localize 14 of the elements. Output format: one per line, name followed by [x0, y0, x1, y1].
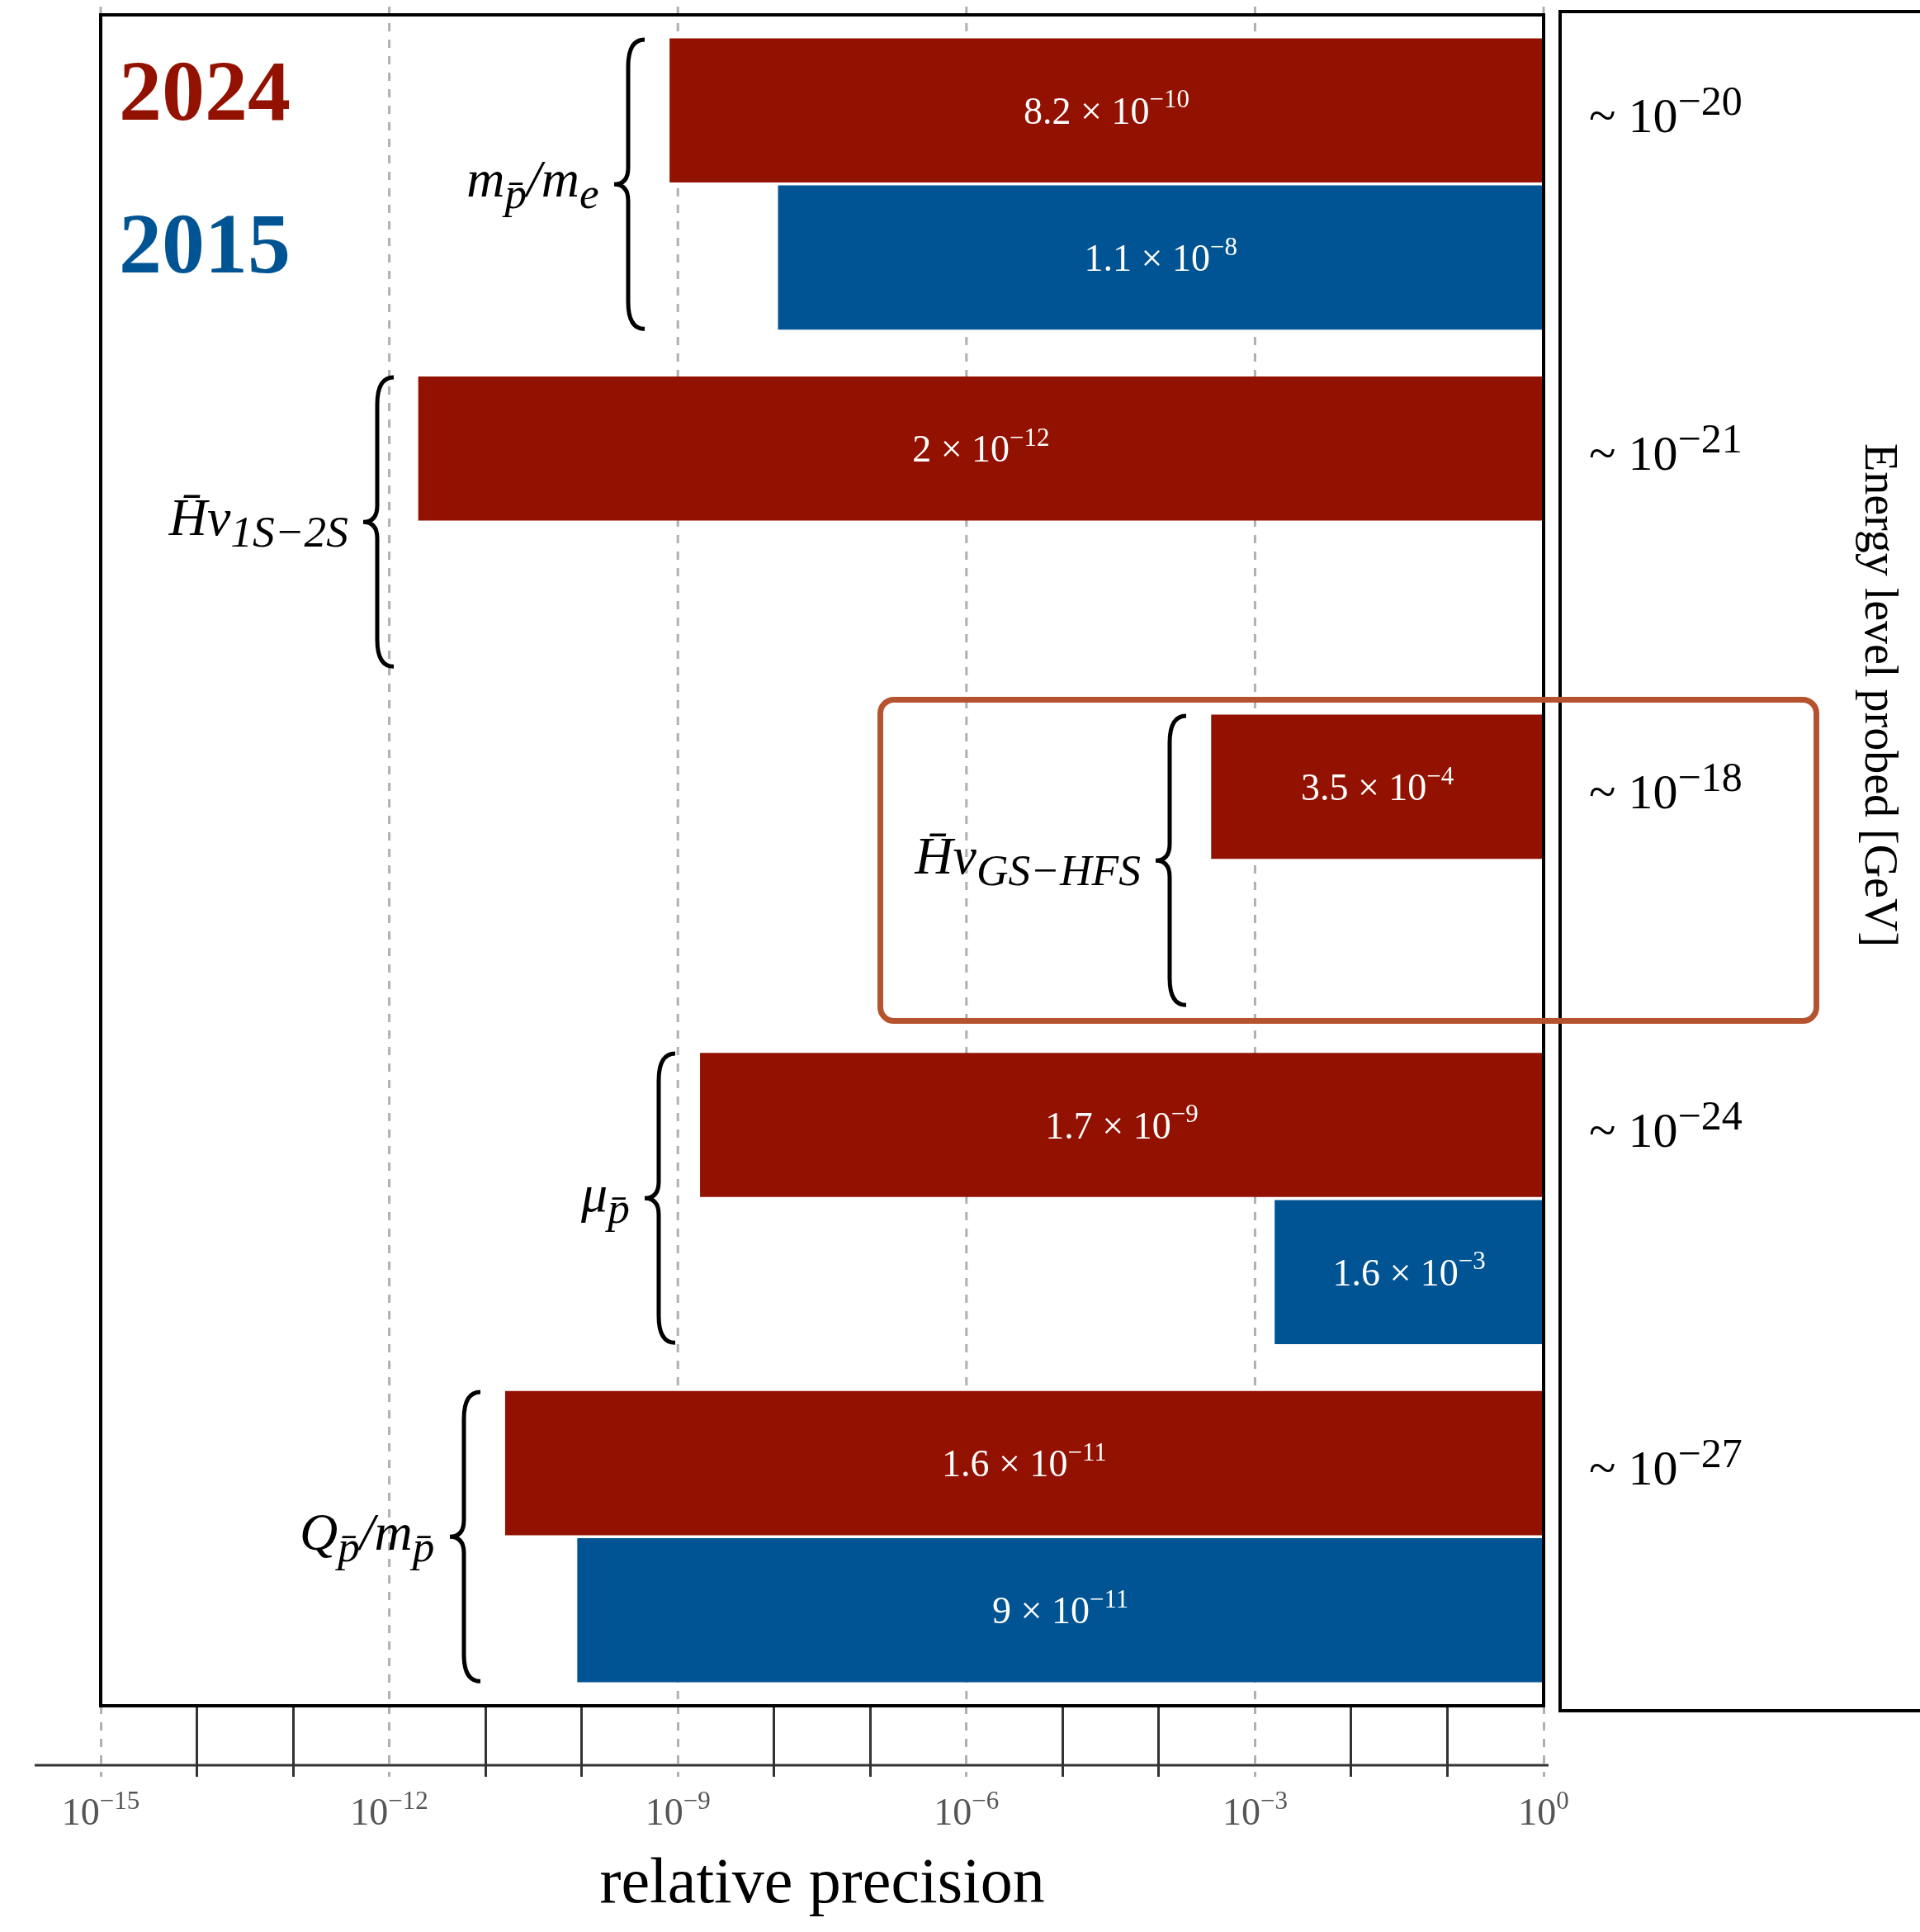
text: 2024	[119, 43, 291, 138]
y-tick-label: m$_{p̄}$/m$_{e}$	[466, 149, 599, 220]
y-tick-label: μ$_{p̄}$	[581, 1163, 630, 1234]
y-tick-label: H̄ν$_{1S−2S}$	[168, 486, 348, 557]
text: ~ 10$^{−21}$	[1589, 414, 1743, 483]
text: ~ 10$^{−27}$	[1589, 1429, 1743, 1498]
text: ~ 10$^{−20}$	[1589, 76, 1743, 144]
x-axis-title: relative precision	[599, 1844, 1045, 1918]
y-tick-label: H̄ν$_{GS−HFS}$	[915, 825, 1141, 896]
text: 2015	[119, 196, 291, 291]
y-tick-label: Q$_{p̄}$/m$_{p̄}$	[299, 1501, 435, 1572]
text: ~ 10$^{−18}$	[1589, 752, 1743, 821]
text: Energy level probed [GeV]	[1855, 443, 1908, 948]
text: ~ 10$^{−24}$	[1589, 1091, 1743, 1159]
